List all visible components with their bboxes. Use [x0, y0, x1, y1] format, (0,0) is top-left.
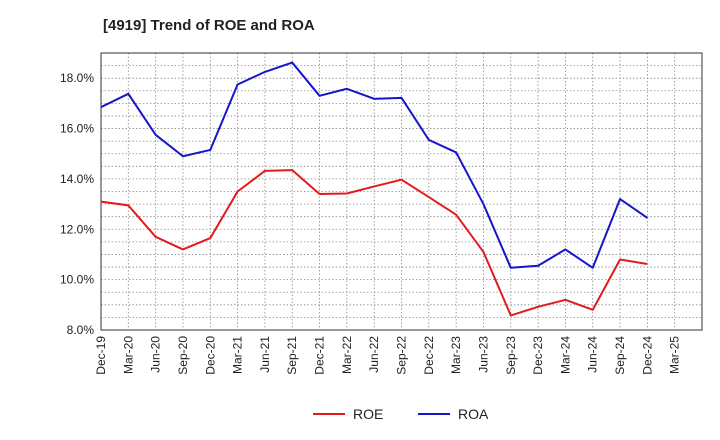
- x-tick-label: Dec-24: [640, 336, 654, 375]
- x-tick-label: Jun-22: [367, 336, 381, 373]
- y-tick-label: 10.0%: [60, 273, 94, 287]
- series-lines: [100, 61, 648, 317]
- legend: ROE ROA: [313, 406, 489, 422]
- series-line-roa: [100, 61, 648, 269]
- y-tick-label: 12.0%: [60, 222, 94, 236]
- x-tick-label: Mar-22: [340, 336, 354, 374]
- x-tick-label: Jun-21: [258, 336, 272, 373]
- series-line-roe: [100, 169, 648, 317]
- x-tick-label: Mar-23: [449, 336, 463, 374]
- y-tick-label: 16.0%: [60, 122, 94, 136]
- x-tick-label: Dec-21: [313, 336, 327, 375]
- legend-label-roa: ROA: [458, 406, 489, 422]
- x-tick-label: Sep-21: [285, 336, 299, 375]
- x-axis-labels: Dec-19 Mar-20 Jun-20 Sep-20 Dec-20 Mar-21 Jun-…: [94, 336, 682, 375]
- x-tick-label: Dec-23: [531, 336, 545, 375]
- legend-label-roe: ROE: [353, 406, 383, 422]
- x-tick-label: Mar-21: [231, 336, 245, 374]
- x-tick-label: Dec-22: [422, 336, 436, 375]
- y-tick-label: 14.0%: [60, 172, 94, 186]
- x-tick-label: Dec-19: [94, 336, 108, 375]
- chart-title: [4919] Trend of ROE and ROA: [103, 17, 315, 34]
- x-tick-label: Dec-20: [203, 336, 217, 375]
- x-tick-label: Jun-24: [586, 336, 600, 373]
- grid-lines: [101, 53, 702, 330]
- x-tick-label: Sep-22: [395, 336, 409, 375]
- x-tick-label: Mar-20: [121, 336, 135, 374]
- x-tick-label: Mar-24: [558, 336, 572, 374]
- y-axis-labels: 8.0% 10.0% 12.0% 14.0% 16.0% 18.0%: [60, 71, 94, 337]
- y-tick-label: 8.0%: [67, 323, 95, 337]
- x-tick-label: Jun-20: [149, 336, 163, 373]
- plot-area: [100, 52, 703, 331]
- x-tick-label: Jun-23: [476, 336, 490, 373]
- y-tick-label: 18.0%: [60, 71, 94, 85]
- x-tick-label: Sep-23: [504, 336, 518, 375]
- x-tick-label: Sep-24: [613, 336, 627, 375]
- x-tick-label: Mar-25: [668, 336, 682, 374]
- x-tick-label: Sep-20: [176, 336, 190, 375]
